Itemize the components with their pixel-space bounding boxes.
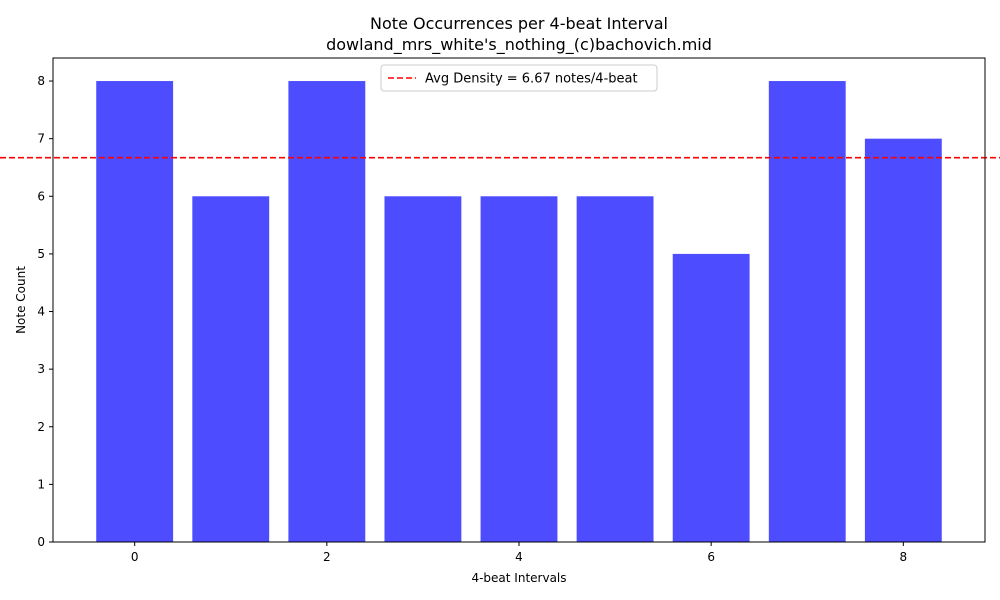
- bar-5: [576, 196, 654, 543]
- chart-subtitle: dowland_mrs_white's_nothing_(c)bachovich…: [326, 35, 712, 55]
- y-tick-label: 0: [37, 535, 45, 549]
- chart-title: Note Occurrences per 4-beat Interval: [370, 14, 668, 33]
- y-axis-label: Note Count: [14, 266, 28, 334]
- x-tick-label: 0: [131, 550, 139, 564]
- y-tick-label: 8: [37, 74, 45, 88]
- x-tick-label: 4: [515, 550, 523, 564]
- bar-3: [384, 196, 462, 543]
- y-tick-label: 5: [37, 247, 45, 261]
- bar-1: [192, 196, 270, 543]
- bar-0: [96, 81, 174, 543]
- bar-6: [672, 253, 750, 542]
- y-tick-label: 7: [37, 132, 45, 146]
- x-tick-label: 8: [900, 550, 908, 564]
- y-tick-label: 3: [37, 362, 45, 376]
- legend-label: Avg Density = 6.67 notes/4-beat: [425, 72, 638, 87]
- bar-4: [480, 196, 558, 543]
- plot-frame: [52, 57, 986, 543]
- y-ticks: 0 1 2 3 4 5 6 7 8: [37, 74, 53, 549]
- y-tick-label: 6: [37, 189, 45, 203]
- x-tick-label: 2: [323, 550, 331, 564]
- x-ticks: 0 2 4 6 8: [131, 542, 907, 564]
- y-tick-label: 1: [37, 477, 45, 491]
- bar-7: [768, 81, 846, 543]
- legend-box: [380, 64, 658, 92]
- x-axis-label: 4-beat Intervals: [471, 571, 566, 585]
- y-tick-label: 4: [37, 305, 45, 319]
- bar-2: [288, 81, 366, 543]
- legend: Avg Density = 6.67 notes/4-beat: [380, 64, 658, 92]
- x-tick-label: 6: [707, 550, 715, 564]
- bar-8: [864, 138, 942, 542]
- y-tick-label: 2: [37, 420, 45, 434]
